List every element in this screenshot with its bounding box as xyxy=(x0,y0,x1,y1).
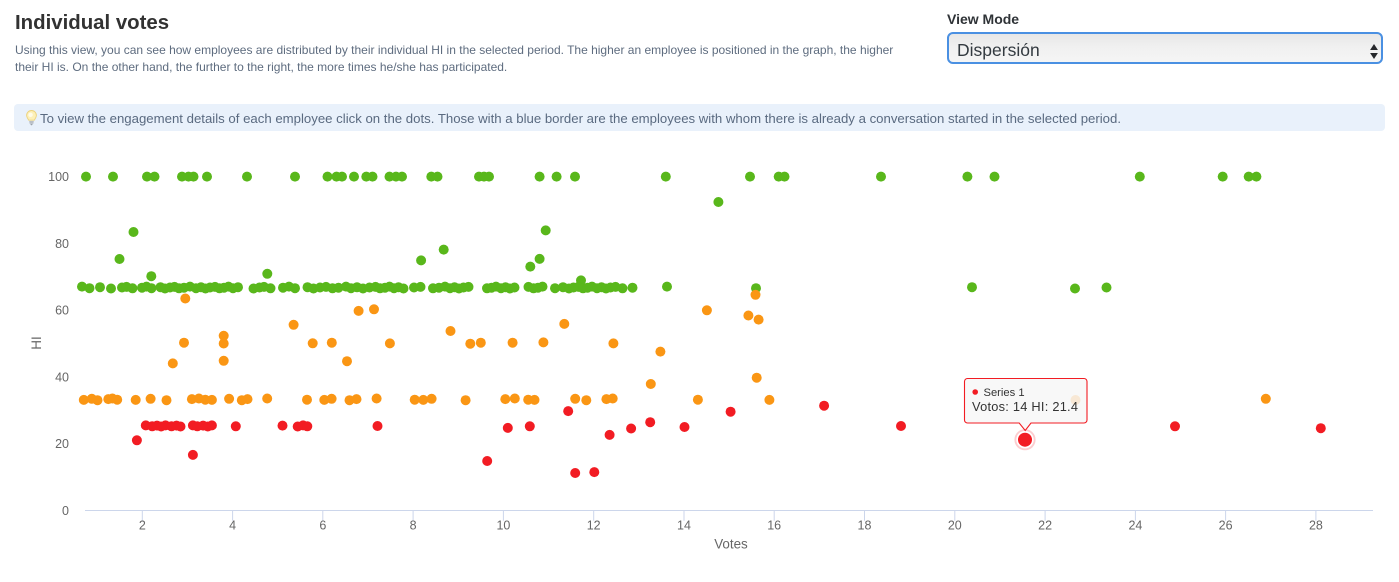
svg-text:0: 0 xyxy=(62,504,69,518)
svg-text:22: 22 xyxy=(1038,519,1052,533)
svg-text:20: 20 xyxy=(55,437,69,451)
svg-text:6: 6 xyxy=(319,519,326,533)
svg-text:Votes: Votes xyxy=(714,537,748,552)
svg-text:20: 20 xyxy=(948,519,962,533)
svg-text:8: 8 xyxy=(410,519,417,533)
svg-text:Votos: 14 HI: 21.4: Votos: 14 HI: 21.4 xyxy=(972,399,1078,414)
svg-text:16: 16 xyxy=(767,519,781,533)
svg-text:HI: HI xyxy=(29,336,44,349)
svg-text:12: 12 xyxy=(587,519,601,533)
svg-text:80: 80 xyxy=(55,237,69,251)
svg-text:Series 1: Series 1 xyxy=(984,387,1025,399)
svg-text:40: 40 xyxy=(55,370,69,384)
svg-text:10: 10 xyxy=(496,519,510,533)
svg-text:4: 4 xyxy=(229,519,236,533)
svg-text:60: 60 xyxy=(55,304,69,318)
svg-text:18: 18 xyxy=(858,519,872,533)
svg-text:26: 26 xyxy=(1219,519,1233,533)
svg-text:14: 14 xyxy=(677,519,691,533)
svg-text:100: 100 xyxy=(48,170,69,184)
svg-text:28: 28 xyxy=(1309,519,1323,533)
svg-text:2: 2 xyxy=(139,519,146,533)
svg-text:24: 24 xyxy=(1128,519,1142,533)
